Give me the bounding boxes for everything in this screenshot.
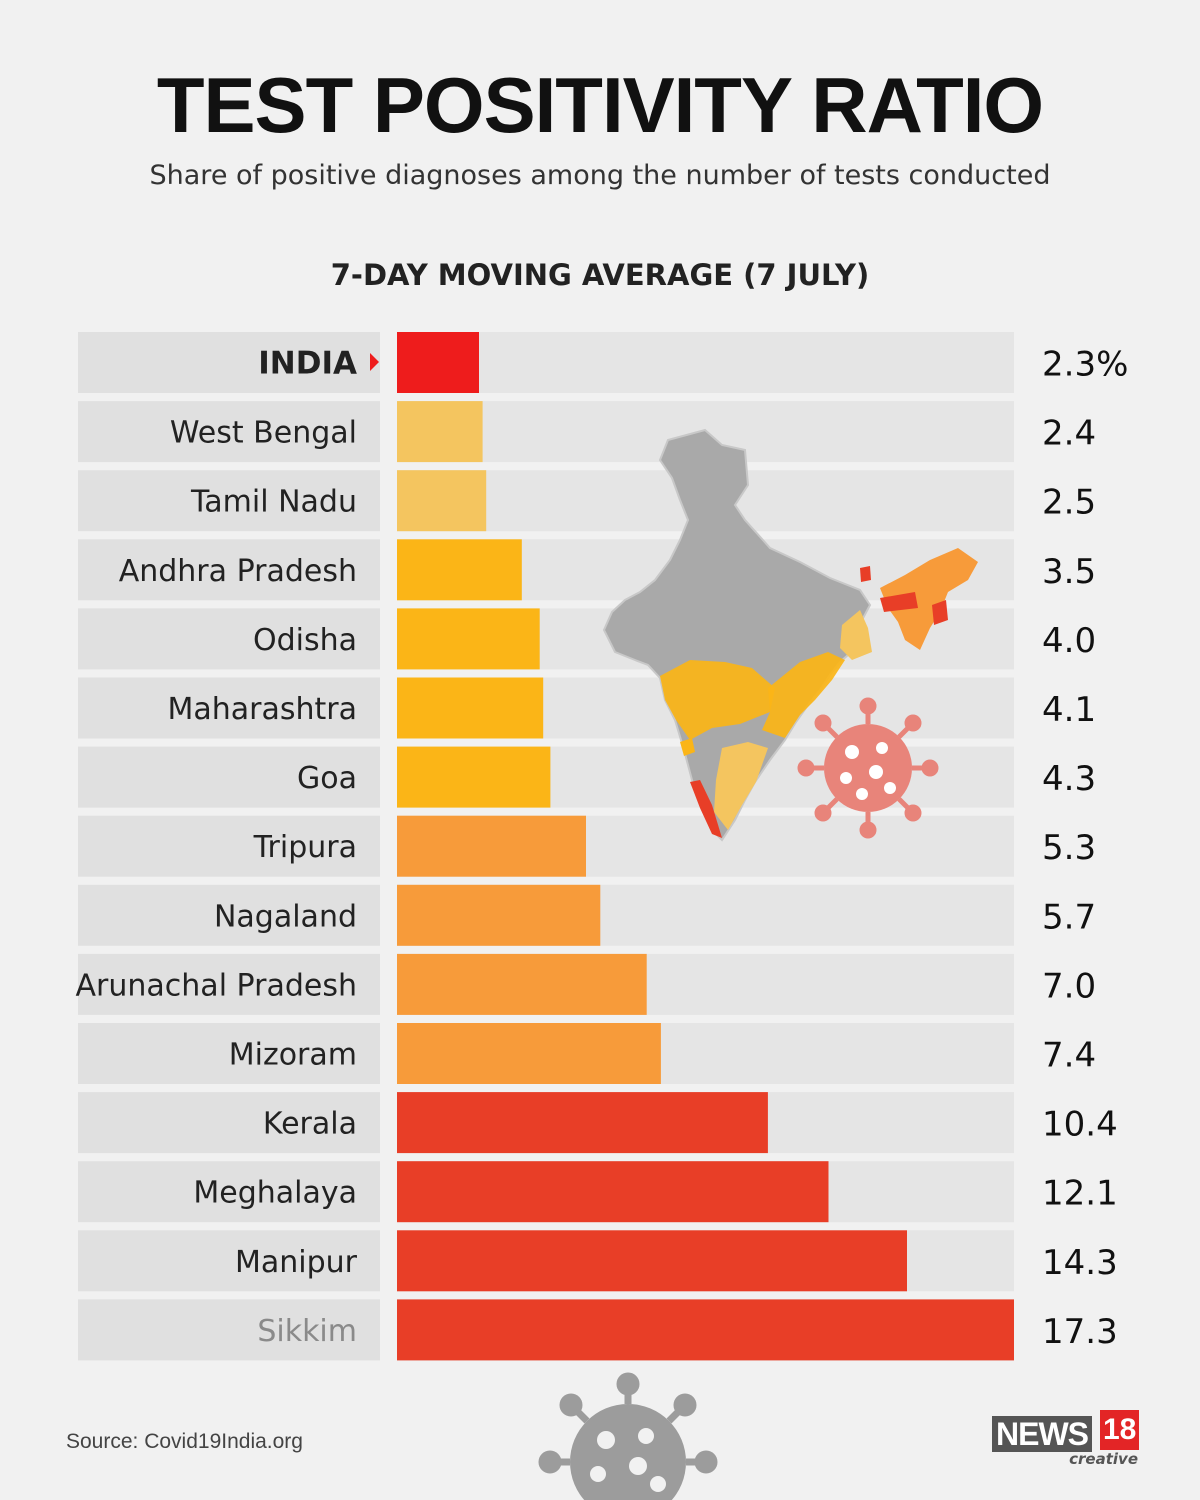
bar	[397, 677, 544, 739]
india-map-andhra-odisha-region	[762, 652, 845, 738]
category-label: Goa	[297, 761, 357, 796]
india-map-northeast	[880, 548, 978, 650]
subtitle: Share of positive diagnoses among the nu…	[149, 160, 1051, 191]
india-map-westbengal-region	[840, 610, 872, 660]
row-label-bg	[78, 953, 380, 1015]
category-label: Maharashtra	[167, 692, 357, 727]
logo-number: 18	[1100, 1410, 1140, 1450]
row-label-bg	[78, 746, 380, 808]
row-label-bg	[78, 539, 380, 601]
category-label: Arunachal Pradesh	[76, 968, 357, 1003]
india-map-kerala-region	[690, 780, 722, 838]
value-label: 7.0	[1042, 966, 1096, 1006]
category-label: INDIA	[258, 346, 357, 382]
category-label: Sikkim	[257, 1314, 357, 1349]
value-label: 4.0	[1042, 621, 1096, 661]
bar	[397, 1023, 661, 1084]
highlight-arrow-icon	[370, 353, 379, 371]
source-note: Source: Covid19India.org	[66, 1430, 303, 1453]
row-plot-bg	[397, 332, 1014, 393]
india-map	[602, 428, 978, 842]
row-label-bg	[78, 884, 380, 946]
bar	[397, 608, 540, 670]
india-map-meghalaya	[880, 592, 918, 612]
bar	[397, 884, 601, 946]
virus-icon	[797, 697, 939, 839]
bar	[397, 401, 483, 463]
bar	[397, 1299, 1014, 1361]
value-label: 2.5	[1042, 483, 1096, 523]
row-label-bg	[78, 332, 380, 393]
row-label-bg	[78, 608, 380, 670]
value-label: 12.1	[1042, 1174, 1118, 1214]
value-label: 4.3	[1042, 759, 1096, 799]
value-label: 14.3	[1042, 1243, 1118, 1283]
row-label-bg	[78, 677, 380, 739]
india-map-goa-region	[680, 738, 695, 756]
india-map-manipur	[932, 600, 948, 625]
value-label: 2.4	[1042, 414, 1096, 454]
category-label: Nagaland	[214, 899, 357, 934]
india-map-sikkim	[860, 566, 871, 582]
bar	[397, 1230, 907, 1292]
row-label-bg	[78, 470, 380, 532]
bar	[397, 332, 479, 393]
value-label: 5.3	[1042, 828, 1096, 868]
row-label-bg	[78, 1299, 380, 1361]
india-map-maharashtra-region	[660, 660, 775, 740]
value-label: 3.5	[1042, 552, 1096, 592]
category-label: Tripura	[253, 830, 357, 865]
main-title: TEST POSITIVITY RATIO	[156, 61, 1044, 149]
category-label: Andhra Pradesh	[119, 554, 357, 589]
bar	[397, 539, 522, 601]
row-label-bg	[78, 1161, 380, 1223]
chart-heading: 7-DAY MOVING AVERAGE (7 JULY)	[330, 258, 870, 292]
logo-word: NEWS	[992, 1416, 1092, 1452]
news18-logo: NEWS 18 creative	[992, 1408, 1142, 1470]
value-label: 4.1	[1042, 690, 1096, 730]
bar	[397, 470, 487, 532]
row-label-bg	[78, 1023, 380, 1084]
category-label: Tamil Nadu	[190, 485, 357, 520]
category-label: Odisha	[253, 623, 357, 658]
value-label: 7.4	[1042, 1036, 1096, 1076]
value-label: 2.3%	[1042, 345, 1128, 385]
value-label: 17.3	[1042, 1312, 1118, 1352]
category-labels: INDIA West Bengal Tamil Nadu Andhra Pradesh…	[76, 346, 379, 1349]
bar	[397, 1092, 768, 1154]
value-label: 5.7	[1042, 897, 1096, 937]
india-map-base	[602, 428, 872, 842]
bar	[397, 815, 586, 877]
category-label: Kerala	[263, 1107, 357, 1142]
bar	[397, 953, 647, 1015]
row-label-bg	[78, 1092, 380, 1154]
row-label-bg	[78, 1230, 380, 1292]
value-labels: 2.3% 2.4 2.5 3.5 4.0 4.1 4.3 5.3 5.7 7.0 7.4 10.4 12…	[1042, 345, 1128, 1352]
category-label: Meghalaya	[193, 1176, 357, 1211]
bar	[397, 746, 551, 808]
virus-icon-bottom	[538, 1372, 718, 1500]
category-label: Manipur	[235, 1245, 358, 1280]
bars	[397, 332, 1014, 1361]
value-label: 10.4	[1042, 1105, 1118, 1145]
category-label: Mizoram	[229, 1038, 357, 1073]
row-label-bg	[78, 815, 380, 877]
category-label: West Bengal	[170, 416, 357, 451]
india-map-tamilnadu-region	[714, 742, 768, 830]
logo-tag: creative	[1069, 1450, 1138, 1468]
row-label-bg	[78, 401, 380, 463]
bar	[397, 1161, 829, 1223]
